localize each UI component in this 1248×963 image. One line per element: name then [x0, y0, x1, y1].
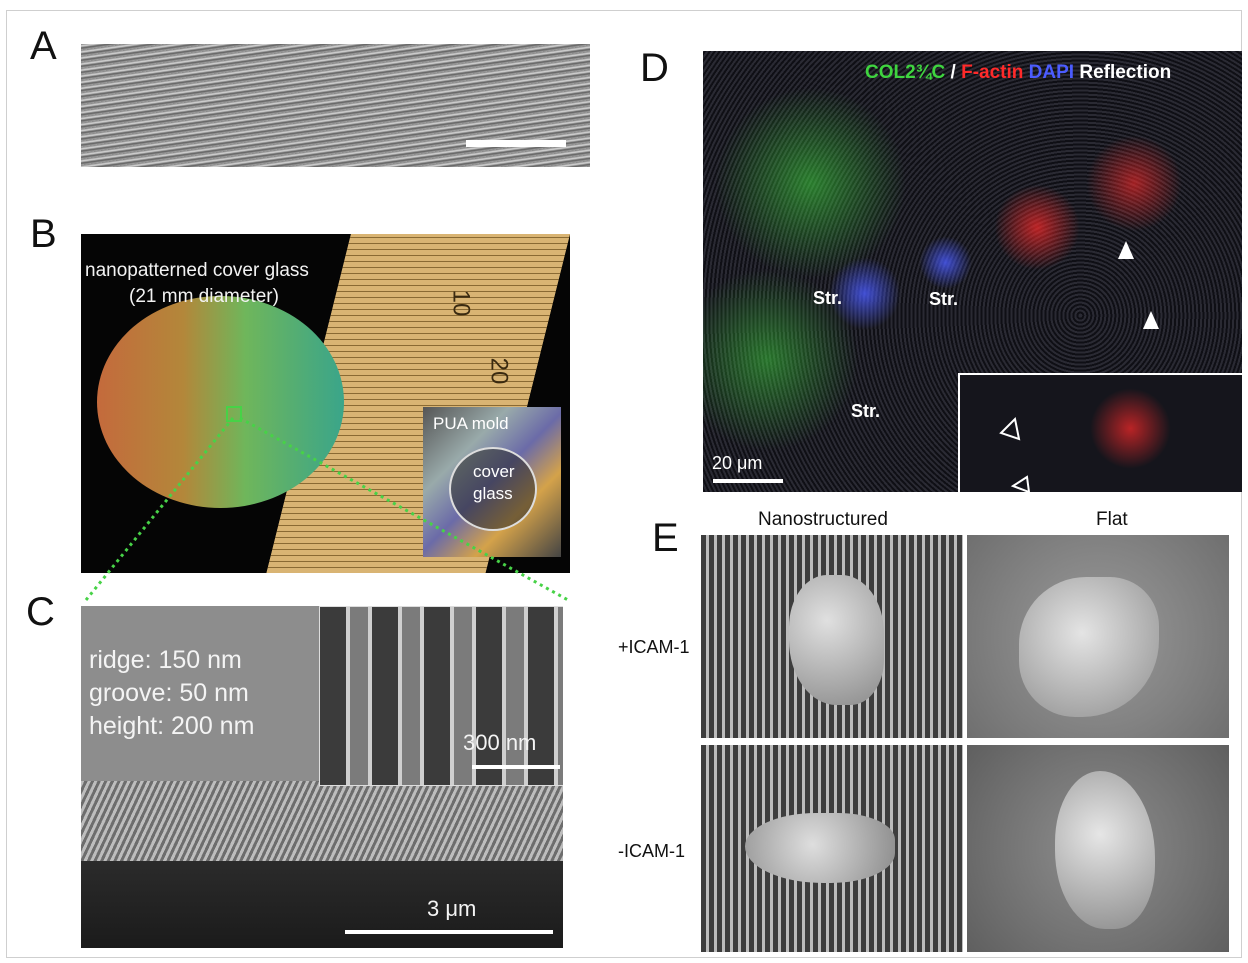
zoom-region-marker	[226, 406, 242, 422]
panel-e-letter: E	[652, 516, 679, 560]
cell	[1019, 577, 1159, 717]
column-label-nanostructured: Nanostructured	[758, 509, 888, 530]
legend-col: COL2¾C	[865, 62, 946, 83]
inset-zoom	[958, 373, 1242, 492]
sem-flat-plus-icam1	[967, 535, 1229, 738]
panel-a-letter: A	[30, 24, 57, 68]
sem-flat-minus-icam1	[967, 745, 1229, 952]
inset-scale-bar	[472, 765, 560, 769]
panel-c-letter: C	[26, 590, 55, 634]
panel-c-sem-image: ridge: 150 nm groove: 50 nm height: 200 …	[81, 606, 563, 948]
groove-label: groove: 50 nm	[89, 679, 249, 707]
panel-b-letter: B	[30, 212, 57, 256]
legend-slash: /	[945, 62, 962, 83]
inset-cross-section	[319, 606, 563, 786]
grating-cross-section	[81, 861, 563, 948]
panel-d-letter: D	[640, 46, 669, 90]
legend-factin: F-actin	[961, 62, 1024, 83]
grating-surface	[81, 781, 563, 861]
panel-b-photo: 10 20 nanopatterned cover glass (21 mm d…	[81, 234, 570, 573]
cover-label: cover	[473, 462, 515, 481]
open-arrowhead	[1010, 475, 1031, 492]
ridge-label: ridge: 150 nm	[89, 646, 242, 674]
row-label-plus-icam1: +ICAM-1	[618, 637, 690, 657]
panel-a-scale-bar	[466, 140, 566, 147]
pua-mold-label: PUA mold	[433, 414, 509, 433]
stroma-label-1: Str.	[813, 288, 843, 308]
column-label-flat: Flat	[1096, 509, 1128, 530]
legend-dapi: DAPI	[1023, 62, 1075, 83]
legend-reflection: Reflection	[1074, 62, 1172, 83]
main-scale-label: 3 μm	[427, 896, 477, 921]
open-arrowhead	[999, 416, 1021, 441]
panel-a-sem-image	[81, 44, 590, 167]
cell	[1055, 771, 1155, 929]
panel-b-caption-line2: (21 mm diameter)	[129, 286, 279, 307]
inset-scale-label: 300 nm	[463, 730, 537, 755]
nanopatterned-cover-glass	[97, 296, 344, 508]
stroma-label-2: Str.	[929, 289, 959, 309]
glass-label: glass	[473, 484, 513, 503]
cell	[745, 813, 895, 883]
row-label-minus-icam1: -ICAM-1	[618, 841, 685, 861]
main-scale-bar	[345, 930, 553, 934]
pua-mold	[423, 407, 561, 557]
arrowhead	[1118, 241, 1134, 259]
stroma-label-3: Str.	[851, 401, 881, 421]
panel-b-caption-line1: nanopatterned cover glass	[85, 260, 309, 281]
panel-d-scale-label: 20 μm	[712, 453, 763, 473]
panel-d-confocal-image: COL2¾C / F-actin DAPI Reflection Str. St…	[703, 51, 1242, 492]
arrowhead	[1143, 311, 1159, 329]
sem-nano-plus-icam1	[701, 535, 963, 738]
arrowheads	[999, 241, 1159, 492]
panel-d-scale-bar	[713, 479, 783, 483]
height-label: height: 200 nm	[89, 712, 255, 740]
sem-nano-minus-icam1	[701, 745, 963, 952]
cover-glass-disc	[449, 447, 537, 531]
cell	[789, 575, 884, 705]
